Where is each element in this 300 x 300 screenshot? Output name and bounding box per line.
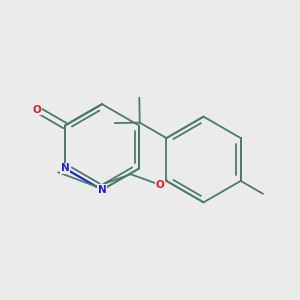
Text: N: N [61,164,69,173]
Text: O: O [155,180,164,190]
Text: N: N [98,185,106,195]
Text: O: O [33,104,41,115]
